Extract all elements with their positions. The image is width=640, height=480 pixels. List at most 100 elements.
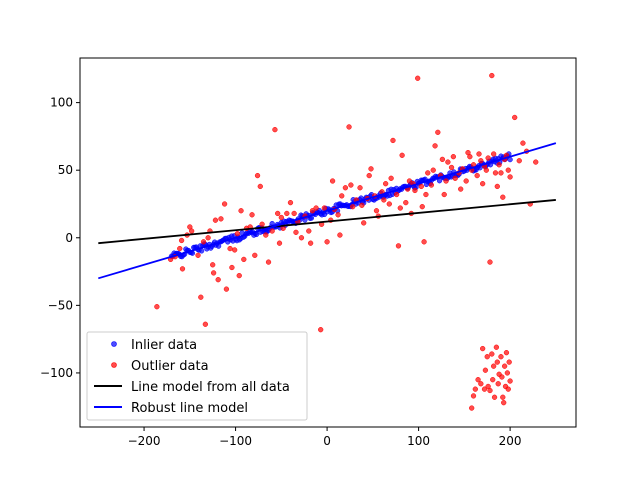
outlier-point	[512, 114, 518, 121]
outlier-point	[501, 363, 508, 369]
outlier-point	[318, 327, 324, 333]
y-tick-label: −100	[40, 366, 73, 380]
outlier-point	[430, 167, 436, 173]
outlier-point	[418, 183, 424, 190]
legend-outlier-marker	[111, 362, 117, 368]
x-axis: −200 −100 0 100 200	[128, 427, 522, 448]
x-tick-label: 100	[407, 434, 430, 448]
outlier-point	[187, 224, 193, 230]
outlier-point	[397, 205, 403, 211]
outlier-point	[399, 152, 405, 158]
outlier-point	[481, 386, 488, 392]
outlier-point	[259, 221, 265, 227]
outlier-point	[428, 182, 435, 188]
legend-outlier-label: Outlier data	[131, 359, 209, 374]
x-tick-label: −100	[219, 434, 252, 448]
axes-frame	[79, 57, 577, 428]
outlier-point	[198, 294, 204, 300]
outlier-point	[485, 155, 491, 161]
outlier-point	[284, 210, 290, 217]
outlier-point	[520, 140, 526, 146]
outlier-point	[388, 175, 394, 181]
outlier-point	[475, 377, 481, 383]
outlier-point	[441, 191, 447, 198]
outlier-point	[412, 187, 418, 194]
outlier-point	[249, 212, 255, 218]
outlier-point	[499, 374, 505, 380]
outlier-point	[478, 381, 484, 387]
x-tick-label: −200	[128, 434, 161, 448]
outlier-point	[293, 229, 299, 236]
outlier-point	[272, 126, 278, 133]
plot-area	[98, 72, 557, 411]
outlier-point	[443, 178, 449, 184]
outlier-point	[507, 378, 513, 384]
outlier-point	[307, 240, 314, 246]
outlier-point	[254, 172, 261, 179]
outlier-point	[269, 228, 275, 234]
outlier-point	[348, 182, 354, 188]
outlier-point	[493, 344, 500, 350]
y-tick-label: 100	[50, 96, 73, 110]
outlier-point	[350, 204, 356, 210]
outlier-point	[489, 72, 495, 79]
y-axis: −100 −50 0 50 100	[40, 96, 80, 380]
outlier-point	[210, 262, 216, 268]
outlier-point	[490, 151, 497, 157]
outlier-point	[419, 204, 425, 210]
outlier-point	[458, 186, 464, 192]
outlier-point	[195, 252, 201, 258]
outlier-point	[496, 162, 502, 168]
outlier-point	[177, 245, 183, 252]
legend: Inlier data Outlier data Line model from…	[86, 331, 308, 421]
outlier-point	[465, 149, 471, 156]
legend-inlier-marker	[111, 341, 117, 347]
outlier-point	[386, 201, 392, 207]
outlier-point	[291, 210, 297, 217]
outlier-point	[210, 270, 217, 276]
outlier-point	[275, 210, 281, 217]
outlier-point	[450, 154, 457, 160]
outlier-point	[500, 194, 506, 200]
outlier-point	[487, 387, 493, 394]
outlier-point	[366, 172, 372, 179]
outlier-point	[435, 129, 441, 135]
outlier-point	[490, 377, 496, 383]
outlier-point	[482, 367, 489, 373]
outlier-point	[200, 239, 207, 245]
outlier-point	[337, 232, 343, 238]
outlier-point	[324, 239, 330, 245]
outlier-point	[469, 405, 475, 411]
outlier-point	[474, 172, 480, 179]
outlier-point	[313, 205, 319, 211]
outlier-point	[178, 237, 185, 244]
outlier-point	[357, 185, 363, 191]
legend-box	[86, 331, 308, 421]
outlier-point	[241, 256, 247, 263]
legend-robust-label: Robust line model	[131, 401, 248, 416]
outlier-point	[221, 201, 228, 207]
outlier-point	[489, 351, 495, 357]
outlier-point	[495, 381, 501, 387]
outlier-point	[223, 286, 230, 292]
outlier-point	[403, 199, 409, 206]
outlier-point	[516, 158, 522, 164]
outlier-point	[425, 170, 431, 176]
outlier-point	[373, 208, 380, 214]
x-tick-label: 200	[499, 434, 522, 448]
outlier-point	[218, 216, 224, 222]
outlier-point	[361, 220, 367, 226]
outlier-point	[500, 394, 506, 400]
outlier-point	[490, 363, 497, 369]
outlier-point	[359, 202, 365, 208]
y-tick-label: −50	[48, 298, 73, 312]
outlier-point	[505, 167, 511, 173]
outlier-point	[498, 170, 504, 176]
outlier-point	[342, 185, 349, 191]
outlier-point	[287, 199, 294, 206]
x-tick-label: 0	[323, 434, 331, 448]
outlier-point	[278, 214, 284, 221]
outlier-point	[491, 394, 498, 400]
robust-line	[98, 142, 557, 280]
